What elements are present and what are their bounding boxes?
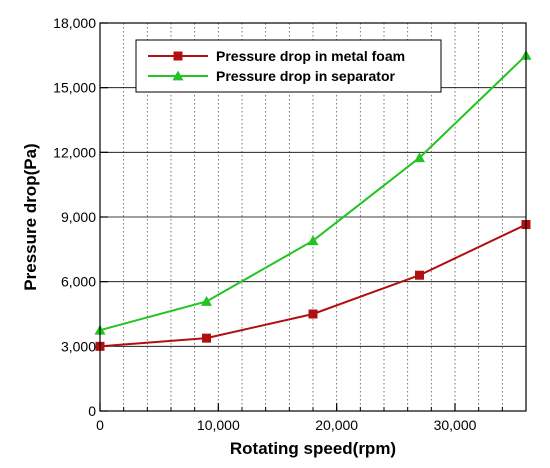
legend-box xyxy=(135,39,442,93)
x-tick-label: 10,000 xyxy=(197,417,240,433)
y-tick-label: 3,000 xyxy=(61,338,96,354)
y-tick-label: 18,000 xyxy=(53,15,96,31)
legend-marker-square xyxy=(173,51,183,61)
legend-label-separator: Pressure drop in separator xyxy=(216,68,396,84)
data-point xyxy=(415,270,424,280)
x-axis-ticks: 0 10,000 20,000 30,000 xyxy=(96,403,503,433)
x-tick-label: 20,000 xyxy=(315,417,358,433)
legend: Pressure drop in metal foam Pressure dro… xyxy=(135,39,442,93)
series-layer xyxy=(94,49,532,351)
data-point xyxy=(201,295,212,306)
data-point xyxy=(308,309,318,319)
x-tick-label: 0 xyxy=(96,417,104,433)
legend-label-metal-foam: Pressure drop in metal foam xyxy=(216,48,405,64)
x-tick-label: 30,000 xyxy=(434,417,477,433)
data-point xyxy=(202,333,211,343)
y-axis-title: Pressure drop(Pa) xyxy=(21,143,40,290)
plot-frame xyxy=(99,22,527,412)
data-point xyxy=(307,235,319,246)
data-point xyxy=(414,152,425,163)
series-separator xyxy=(94,49,532,335)
y-tick-label: 6,000 xyxy=(61,274,96,290)
y-tick-label: 0 xyxy=(88,403,96,419)
y-tick-label: 12,000 xyxy=(53,144,96,160)
legend-marker-triangle xyxy=(172,70,184,81)
x-axis-title: Rotating speed(rpm) xyxy=(230,439,396,458)
y-tick-label: 15,000 xyxy=(53,80,96,96)
y-tick-label: 9,000 xyxy=(61,209,96,225)
series-line xyxy=(99,54,527,332)
